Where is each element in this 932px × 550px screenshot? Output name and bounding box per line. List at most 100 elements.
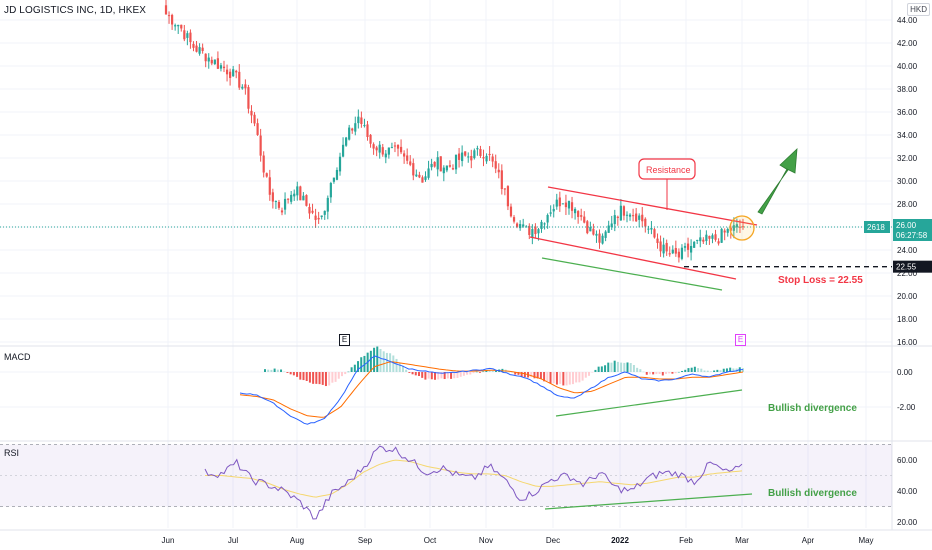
candle-body [677,251,680,258]
macd-divergence-label: Bullish divergence [768,403,857,414]
macd-histogram-bar [642,371,645,373]
currency-label[interactable]: HKD [907,3,930,16]
candle-body [616,216,619,218]
macd-histogram-bar [584,372,587,378]
macd-histogram-bar [469,372,472,375]
candle-body [735,224,738,228]
candle-body [690,245,693,253]
rsi-label: RSI [4,448,20,458]
breakout-circle [729,215,755,241]
macd-histogram-bar [421,372,424,378]
candle-body [503,188,506,190]
candle-body [308,206,311,214]
candle-body [253,114,256,124]
macd-histogram-bar [514,372,517,375]
candle-body [256,123,259,135]
macd-histogram-bar [462,372,465,376]
macd-signal-line [239,361,744,418]
candle-body [262,155,265,173]
candle-body [290,194,293,202]
macd-histogram-bar [321,372,324,385]
macd-histogram-bar [549,372,552,384]
price-tick-label: 36.00 [897,108,918,117]
candle-body [299,186,302,201]
earnings-event-marker-upcoming[interactable]: E [735,334,746,346]
candle-body [174,25,177,27]
candle-body [445,165,448,171]
macd-histogram-bar [357,361,360,372]
macd-histogram-bar [665,372,668,374]
candle-body [433,161,436,167]
candle-body [537,229,540,234]
price-tick-label: 16.00 [897,338,918,347]
macd-histogram-bar [709,371,712,372]
macd-histogram-bar [719,370,722,372]
macd-histogram-bar [491,370,494,372]
price-tick-label: 40.00 [897,62,918,71]
candle-body [345,137,348,146]
macd-histogram-bar [703,370,706,372]
support-trend-line [541,257,723,291]
candle-body [592,228,595,235]
candle-body [647,228,650,230]
time-axis-label: Aug [290,536,304,545]
rsi-line [204,445,743,520]
macd-histogram-bar [722,368,725,372]
macd-histogram-bar [658,372,661,375]
macd-histogram-bar [693,366,696,372]
candle-body [201,47,204,52]
candle-body [430,163,433,168]
candle-body [494,161,497,169]
candle-body [491,156,494,162]
macd-histogram-bar [652,372,655,375]
chart-title: JD LOGISTICS INC, 1D, HKEX [4,5,147,16]
candle-body [403,153,406,157]
macd-histogram-bar [697,368,700,372]
candle-body [268,177,271,195]
drawings: Stop Loss = 22.55 Resistance [0,147,892,291]
earnings-event-marker[interactable]: E [339,334,350,346]
candle-body [320,215,323,217]
candle-body [357,116,360,124]
candle-body [424,176,427,180]
macd-histogram-bar [286,372,289,373]
macd-histogram-bar [267,369,270,372]
candle-body [311,210,314,213]
rsi-divergence-label: Bullish divergence [768,488,857,499]
candle-body [451,168,455,170]
candle-body [229,71,232,78]
candle-body [323,210,326,215]
candle-body [708,235,711,239]
macd-histogram-bar [725,368,728,372]
macd-histogram-bar [539,372,542,380]
macd-histogram-bar [568,372,571,385]
rsi-tick-label: 40.00 [897,487,918,496]
candle-body [625,214,629,216]
candle-body [436,157,439,170]
candle-body [470,155,473,161]
candle-body [213,59,216,65]
candle-body [674,248,677,254]
candle-body [561,203,564,205]
candle-body [338,156,342,172]
macd-histogram-bar [289,372,292,375]
macd-histogram-bar [671,372,674,374]
candle-body [631,215,635,217]
candle-body [723,230,726,233]
candle-body [732,225,735,231]
macd-histogram-bar [681,370,684,372]
price-tick-label: 18.00 [897,315,918,324]
macd-histogram-bar [302,372,305,381]
candle-body [650,227,653,230]
macd-histogram-bar [434,372,437,380]
macd-histogram-bar [459,372,462,377]
macd-histogram-bar [616,361,619,372]
macd-histogram-bar [280,369,283,372]
candle-body [335,169,339,180]
candle-body [384,153,387,158]
candle-body [219,65,223,69]
candle-body [662,244,665,254]
macd-histogram-bar [466,372,469,375]
macd-histogram-bar [299,372,302,380]
